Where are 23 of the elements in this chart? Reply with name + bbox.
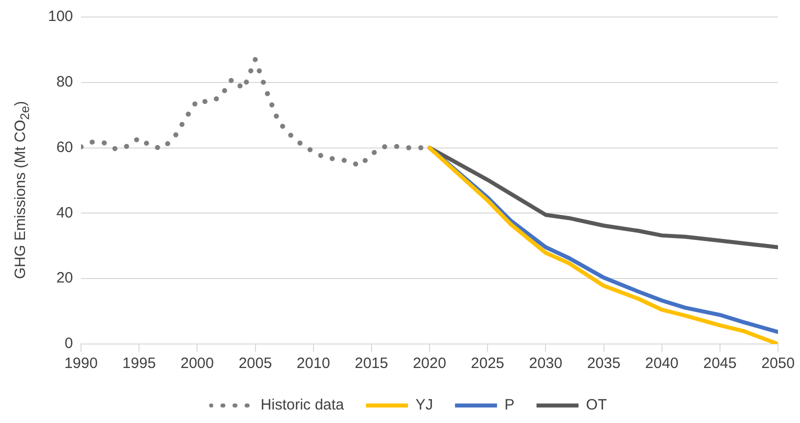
x-tick-label: 2000 — [180, 355, 214, 372]
y-tick-label: 0 — [64, 335, 74, 352]
x-tick-label: 2050 — [761, 355, 795, 372]
y-tick-label: 100 — [48, 8, 74, 26]
y-tick-label: 80 — [56, 74, 74, 91]
y-tick-label: 40 — [56, 204, 74, 222]
legend-label: YJ — [416, 396, 434, 414]
legend-label: OT — [586, 396, 607, 414]
x-tick-label: 2030 — [528, 355, 562, 372]
legend-label: P — [504, 396, 515, 414]
x-tick-label: 2010 — [296, 355, 330, 372]
x-tick-label: 2045 — [703, 355, 737, 372]
legend-label: Historic data — [260, 396, 345, 414]
x-tick-label: 2005 — [238, 355, 272, 372]
x-tick-label: 1995 — [122, 355, 156, 372]
x-tick-label: 1990 — [64, 355, 98, 372]
x-tick-label: 2025 — [470, 355, 504, 372]
x-tick-label: 2020 — [412, 355, 446, 372]
x-tick-label: 2035 — [587, 355, 620, 372]
x-tick-label: 2040 — [645, 355, 679, 372]
x-tick-label: 2015 — [354, 355, 388, 372]
y-tick-label: 60 — [56, 138, 74, 156]
y-tick-label: 20 — [56, 270, 74, 287]
